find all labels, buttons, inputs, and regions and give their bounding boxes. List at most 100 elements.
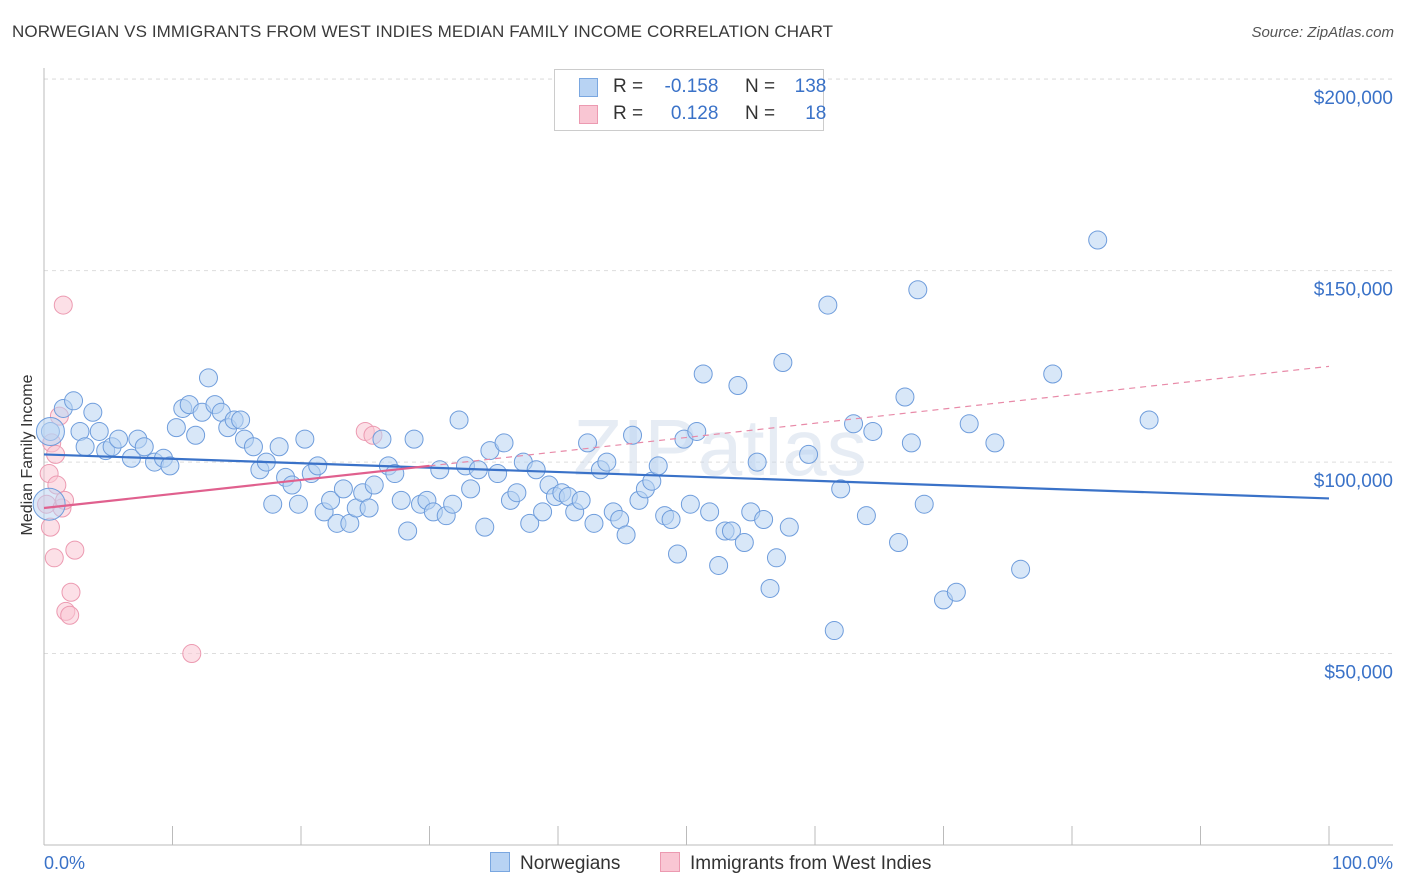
point-norwegians bbox=[282, 475, 302, 495]
point-norwegians bbox=[269, 437, 289, 457]
point-norwegians bbox=[824, 621, 844, 641]
point-norwegians bbox=[623, 425, 643, 445]
series-immigrants-west-indies bbox=[37, 295, 383, 664]
bottom-legend-swatch-pink bbox=[660, 852, 680, 872]
point-norwegians bbox=[648, 456, 668, 476]
point-norwegians bbox=[443, 494, 463, 514]
source-credit: Source: ZipAtlas.com bbox=[1251, 24, 1394, 41]
point-west-indies bbox=[40, 517, 60, 537]
point-west-indies bbox=[61, 582, 81, 602]
point-norwegians bbox=[687, 421, 707, 441]
point-norwegians bbox=[526, 460, 546, 480]
point-norwegians bbox=[766, 548, 786, 568]
point-norwegians bbox=[449, 410, 469, 430]
point-norwegians bbox=[288, 494, 308, 514]
point-norwegians bbox=[754, 510, 774, 530]
point-west-indies bbox=[53, 295, 73, 315]
point-west-indies bbox=[60, 605, 80, 625]
point-norwegians bbox=[321, 490, 341, 510]
point-norwegians bbox=[75, 437, 95, 457]
point-norwegians bbox=[779, 517, 799, 537]
legend-n-label: N = bbox=[744, 103, 776, 124]
point-norwegians bbox=[721, 521, 741, 541]
point-norwegians bbox=[1139, 410, 1159, 430]
point-norwegians bbox=[1088, 230, 1108, 250]
y-tick-label: $150,000 bbox=[1314, 280, 1393, 301]
point-norwegians bbox=[494, 433, 514, 453]
point-norwegians bbox=[693, 364, 713, 384]
legend-n-value: 18 bbox=[805, 103, 827, 124]
trend-line-west-indies bbox=[43, 464, 430, 510]
point-norwegians bbox=[709, 555, 729, 575]
point-norwegians bbox=[391, 490, 411, 510]
point-norwegians bbox=[728, 375, 748, 395]
point-norwegians bbox=[908, 280, 928, 300]
y-tick-label: $100,000 bbox=[1314, 471, 1393, 492]
point-norwegians bbox=[914, 494, 934, 514]
point-norwegians bbox=[64, 391, 84, 411]
point-norwegians bbox=[844, 414, 864, 434]
point-norwegians bbox=[35, 416, 65, 446]
legend-swatch-blue bbox=[579, 78, 598, 97]
bottom-legend-label: Norwegians bbox=[520, 853, 621, 874]
point-norwegians bbox=[856, 506, 876, 526]
point-norwegians bbox=[959, 414, 979, 434]
legend-r-value: 0.128 bbox=[670, 103, 719, 124]
point-norwegians bbox=[160, 456, 180, 476]
correlation-legend: R = -0.158 N = 138 R = 0.128 N = 18 bbox=[554, 69, 827, 131]
point-norwegians bbox=[32, 487, 66, 521]
axes bbox=[43, 68, 1393, 846]
point-norwegians bbox=[461, 479, 481, 499]
point-norwegians bbox=[295, 429, 315, 449]
point-norwegians bbox=[243, 437, 263, 457]
point-norwegians bbox=[475, 517, 495, 537]
point-norwegians bbox=[333, 479, 353, 499]
point-west-indies bbox=[44, 548, 64, 568]
point-norwegians bbox=[985, 433, 1005, 453]
y-axis-label: Median Family Income bbox=[19, 374, 36, 536]
legend-swatch-pink bbox=[579, 105, 598, 124]
point-norwegians bbox=[533, 502, 553, 522]
x-tick-label: 0.0% bbox=[44, 853, 85, 873]
point-norwegians bbox=[308, 456, 328, 476]
bottom-legend-label: Immigrants from West Indies bbox=[690, 853, 932, 874]
x-tick-label: 100.0% bbox=[1332, 853, 1393, 873]
point-norwegians bbox=[799, 444, 819, 464]
point-norwegians bbox=[901, 433, 921, 453]
bottom-legend-west-indies: Immigrants from West Indies bbox=[660, 852, 931, 875]
point-norwegians bbox=[488, 464, 508, 484]
point-norwegians bbox=[747, 452, 767, 472]
point-norwegians bbox=[364, 475, 384, 495]
point-norwegians bbox=[946, 582, 966, 602]
point-norwegians bbox=[359, 498, 379, 518]
point-norwegians bbox=[700, 502, 720, 522]
point-norwegians bbox=[571, 490, 591, 510]
point-west-indies bbox=[182, 644, 202, 664]
point-norwegians bbox=[668, 544, 688, 564]
point-norwegians bbox=[831, 479, 851, 499]
point-norwegians bbox=[231, 410, 251, 430]
point-norwegians bbox=[166, 418, 186, 438]
point-norwegians bbox=[83, 402, 103, 422]
trend-lines bbox=[43, 365, 1330, 510]
point-norwegians bbox=[198, 368, 218, 388]
legend-r-value: -0.158 bbox=[664, 76, 719, 97]
point-norwegians bbox=[263, 494, 283, 514]
trend-line-west-indies-extrapolated bbox=[429, 365, 1330, 467]
point-norwegians bbox=[863, 421, 883, 441]
point-norwegians bbox=[734, 532, 754, 552]
point-norwegians bbox=[1043, 364, 1063, 384]
point-norwegians bbox=[1011, 559, 1031, 579]
point-norwegians bbox=[616, 525, 636, 545]
point-norwegians bbox=[89, 421, 109, 441]
point-norwegians bbox=[404, 429, 424, 449]
point-norwegians bbox=[760, 578, 780, 598]
series-norwegians bbox=[32, 230, 1159, 641]
bottom-legend-norwegians: Norwegians bbox=[490, 852, 620, 875]
point-norwegians bbox=[818, 295, 838, 315]
point-norwegians bbox=[661, 510, 681, 530]
trend-line-norwegians bbox=[43, 453, 1330, 500]
legend-n-value: 138 bbox=[794, 76, 827, 97]
point-norwegians bbox=[680, 494, 700, 514]
